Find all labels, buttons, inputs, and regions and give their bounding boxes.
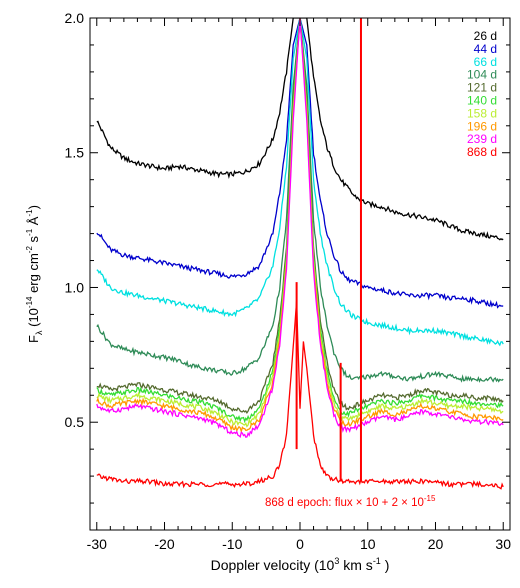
legend-entry: 104 d (467, 68, 497, 82)
x-tick-label: 0 (296, 536, 304, 552)
x-tick-label: -10 (222, 536, 242, 552)
series-line-26d (96, 18, 504, 241)
legend-entry: 140 d (467, 94, 497, 108)
series-line-140d (96, 18, 504, 424)
legend-entry: 121 d (467, 81, 497, 95)
series-line-239d (96, 18, 504, 438)
x-tick-label: 10 (360, 536, 376, 552)
y-axis-label: Fλ (10-14 erg cm-2 s-1 Å-1) (25, 205, 44, 343)
y-tick-label: 1.0 (65, 279, 85, 295)
series-line-868d (96, 300, 504, 490)
xlabel-tail: km s (339, 557, 372, 573)
y-tick-label: 2.0 (65, 10, 85, 26)
series-line-66d (96, 18, 504, 347)
y-tick-label: 1.5 (65, 145, 85, 161)
series-line-104d (96, 18, 504, 383)
x-tick-label: -30 (87, 536, 107, 552)
legend-entry: 239 d (467, 132, 497, 146)
x-axis-label: Doppler velocity (103 km s-1 ) (211, 556, 390, 573)
series-line-44d (96, 18, 504, 309)
y-tick-label: 0.5 (65, 414, 85, 430)
annotation: 868 d epoch: flux × 10 + 2 × 10-15 (265, 494, 436, 509)
legend-entry: 158 d (467, 106, 497, 120)
xlabel-sup: 3 (334, 556, 339, 566)
annotation-text: 868 d epoch: flux × 10 + 2 × 10 (265, 497, 424, 509)
axis-ticks: -30 -20 -10 0 10 20 30 0.5 1.0 1.5 2.0 (65, 10, 512, 552)
series-line-196d (96, 18, 504, 434)
xlabel-main: Doppler velocity (10 (211, 557, 335, 573)
annotation-sup: -15 (424, 494, 436, 503)
legend-entry: 44 d (474, 42, 497, 56)
legend-entry: 66 d (474, 55, 497, 69)
series-line-121d (96, 18, 504, 414)
legend-entry: 196 d (467, 119, 497, 133)
x-tick-label: 30 (495, 536, 511, 552)
series-layer (96, 18, 504, 490)
series-line-158d (96, 18, 504, 428)
x-tick-label: -20 (154, 536, 174, 552)
legend-entry: 868 d (467, 145, 497, 159)
legend-entry: 26 d (474, 29, 497, 43)
xlabel-sup2: -1 (373, 556, 381, 566)
xlabel-end: ) (381, 557, 390, 573)
x-tick-label: 20 (428, 536, 444, 552)
